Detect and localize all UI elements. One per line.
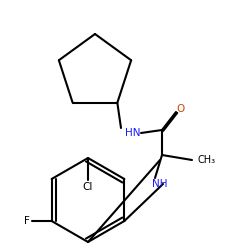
Text: NH: NH <box>152 179 167 189</box>
Text: O: O <box>176 104 184 114</box>
Text: CH₃: CH₃ <box>197 155 215 165</box>
Text: Cl: Cl <box>82 182 93 192</box>
Text: F: F <box>24 216 30 226</box>
Text: HN: HN <box>125 128 140 138</box>
